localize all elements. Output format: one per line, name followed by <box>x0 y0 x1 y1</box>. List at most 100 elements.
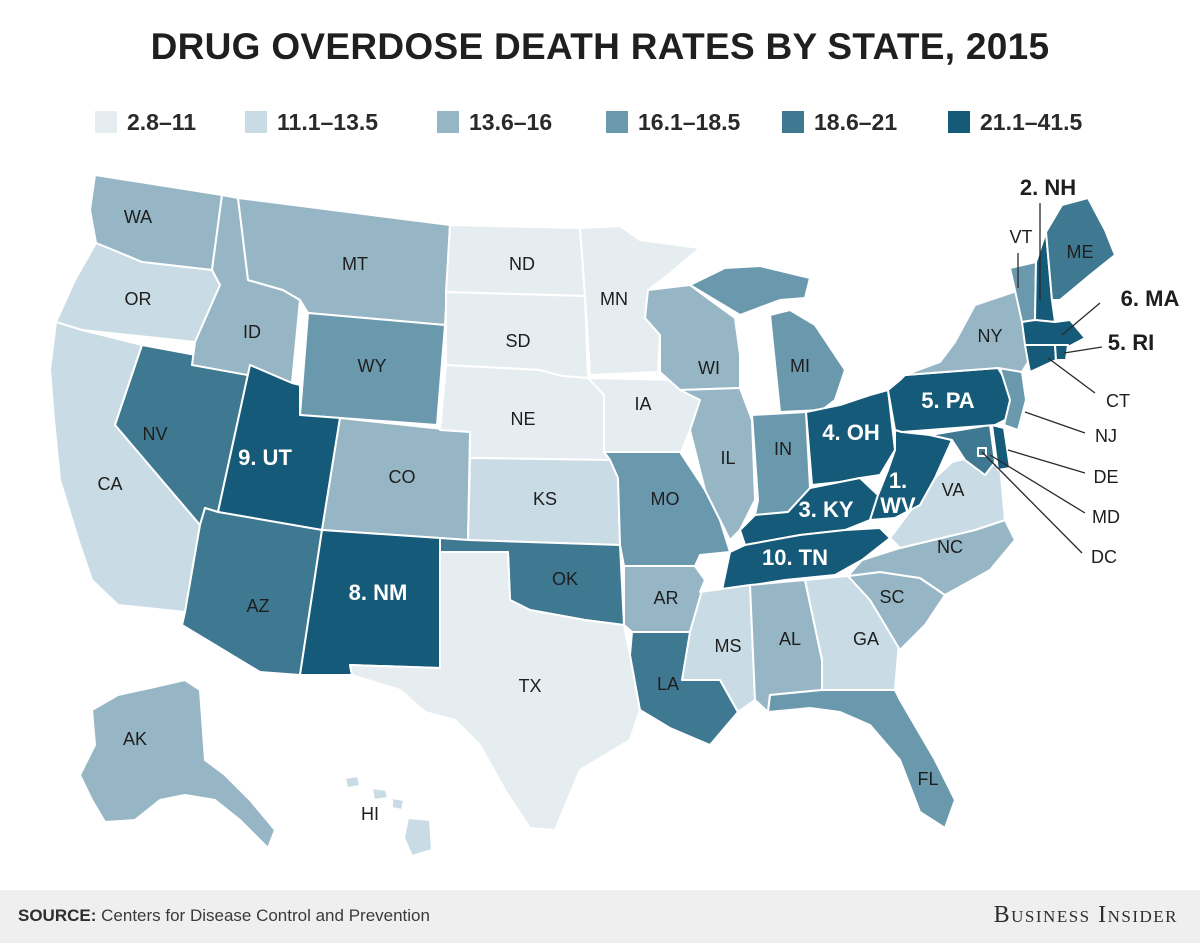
legend-item-bin-3: 16.1–18.5 <box>606 106 740 138</box>
source-note: SOURCE: Centers for Disease Control and … <box>18 906 430 926</box>
us-choropleth-map: WA OR CA NV ID MT WY 9. UT AZ CO 8. NM ND SD NE KS OK TX… <box>49 174 1179 857</box>
state-label-dc: DC <box>1091 547 1117 567</box>
state-label-ga: GA <box>853 629 879 649</box>
state-label-ak: AK <box>123 729 147 749</box>
leader-line-dc <box>981 451 1083 554</box>
state-label-fl: FL <box>917 769 938 789</box>
state-label-va: VA <box>942 480 965 500</box>
state-label-ct: CT <box>1106 391 1130 411</box>
state-label-nv: NV <box>142 424 167 444</box>
state-label-oh: 4. OH <box>822 420 879 445</box>
state-HI[interactable] <box>344 775 433 857</box>
state-label-pa: 5. PA <box>921 388 975 413</box>
state-label-md: MD <box>1092 507 1120 527</box>
leader-line-ct <box>1047 357 1096 394</box>
state-label-tn: 10. TN <box>762 545 828 570</box>
state-label-ma: 6. MA <box>1121 286 1180 311</box>
state-label-mn: MN <box>600 289 628 309</box>
state-AZ[interactable] <box>181 507 323 676</box>
legend-swatch-bin-4 <box>782 111 804 133</box>
state-label-de: DE <box>1093 467 1118 487</box>
state-MI[interactable] <box>689 265 846 413</box>
state-label-ca: CA <box>97 474 122 494</box>
state-label-la: LA <box>657 674 679 694</box>
state-label-wi: WI <box>698 358 720 378</box>
state-FL[interactable] <box>767 689 956 829</box>
legend-swatch-bin-5 <box>948 111 970 133</box>
state-label-ok: OK <box>552 569 578 589</box>
legend-item-bin-4: 18.6–21 <box>782 106 897 138</box>
state-label-ny: NY <box>977 326 1002 346</box>
page-title: DRUG OVERDOSE DEATH RATES BY STATE, 2015 <box>150 26 1050 67</box>
source-label: SOURCE: <box>18 906 97 925</box>
leader-line-ma <box>1061 302 1101 336</box>
state-label-ne: NE <box>510 409 535 429</box>
state-label-al: AL <box>779 629 801 649</box>
state-ME[interactable] <box>1045 197 1116 301</box>
legend-item-bin-2: 13.6–16 <box>437 106 552 138</box>
legend-swatch-bin-0 <box>95 111 117 133</box>
state-label-co: CO <box>389 467 416 487</box>
leader-line-de <box>1007 449 1086 474</box>
state-label-me: ME <box>1067 242 1094 262</box>
state-label-ut: 9. UT <box>238 445 292 470</box>
state-OH[interactable] <box>805 389 896 486</box>
state-label-or: OR <box>125 289 152 309</box>
state-IL[interactable] <box>679 387 756 541</box>
state-label-nh: 2. NH <box>1020 175 1076 200</box>
legend-item-bin-0: 2.8–11 <box>95 106 196 138</box>
legend-label-bin-5: 21.1–41.5 <box>980 108 1083 135</box>
state-label-ky: 3. KY <box>798 497 853 522</box>
legend-label-bin-4: 18.6–21 <box>814 108 898 135</box>
state-label-hi: HI <box>361 804 379 824</box>
state-label-wa: WA <box>124 207 152 227</box>
state-RI[interactable] <box>1054 344 1069 361</box>
state-label-sd: SD <box>505 331 530 351</box>
state-labels: WA OR CA NV ID MT WY 9. UT AZ CO 8. NM ND SD NE KS OK TX… <box>97 175 1179 824</box>
legend-label-bin-3: 16.1–18.5 <box>638 108 741 135</box>
state-NY[interactable] <box>904 289 1029 376</box>
leader-line-nj <box>1024 411 1086 434</box>
leader-lines <box>981 203 1103 554</box>
footer: SOURCE: Centers for Disease Control and … <box>0 890 1200 943</box>
state-label-nm: 8. NM <box>349 580 408 605</box>
state-label-il: IL <box>720 448 735 468</box>
legend-label-bin-0: 2.8–11 <box>127 108 197 135</box>
state-label-mt: MT <box>342 254 368 274</box>
state-label-ri: 5. RI <box>1108 330 1154 355</box>
legend-label-bin-1: 11.1–13.5 <box>277 108 379 135</box>
state-label-in: IN <box>774 439 792 459</box>
state-label-ar: AR <box>653 588 678 608</box>
brand-logo: Business Insider <box>993 902 1178 928</box>
state-MO[interactable] <box>603 451 731 567</box>
state-label-nc: NC <box>937 537 963 557</box>
state-label-vt: VT <box>1009 227 1032 247</box>
source-text: Centers for Disease Control and Preventi… <box>96 906 430 925</box>
state-label-tx: TX <box>518 676 541 696</box>
state-TX[interactable] <box>349 551 641 831</box>
legend-swatch-bin-2 <box>437 111 459 133</box>
state-label-wv: 1. WV <box>880 468 916 518</box>
state-label-ks: KS <box>533 489 557 509</box>
state-label-ia: IA <box>634 394 651 414</box>
legend-item-bin-1: 11.1–13.5 <box>245 106 378 138</box>
state-label-az: AZ <box>246 596 269 616</box>
state-label-mo: MO <box>651 489 680 509</box>
leader-line-ri <box>1063 346 1103 354</box>
state-WY[interactable] <box>299 312 446 426</box>
legend-label-bin-2: 13.6–16 <box>469 108 553 135</box>
legend-swatch-bin-1 <box>245 111 267 133</box>
leader-line-md <box>989 454 1086 514</box>
legend-swatch-bin-3 <box>606 111 628 133</box>
state-label-id: ID <box>243 322 261 342</box>
state-label-wy: WY <box>358 356 387 376</box>
state-label-nj: NJ <box>1095 426 1117 446</box>
state-label-mi: MI <box>790 356 810 376</box>
state-label-sc: SC <box>879 587 904 607</box>
legend-item-bin-5: 21.1–41.5 <box>948 106 1082 138</box>
state-shapes <box>49 174 1116 857</box>
state-label-ms: MS <box>715 636 742 656</box>
state-AK[interactable] <box>79 679 276 849</box>
state-label-nd: ND <box>509 254 535 274</box>
state-CT[interactable] <box>1024 344 1057 373</box>
